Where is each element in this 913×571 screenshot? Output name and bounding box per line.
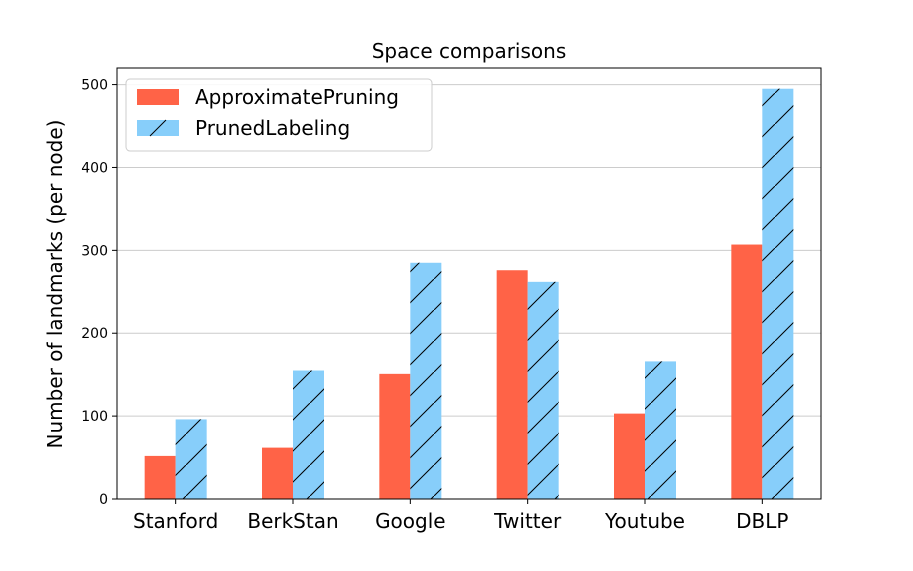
y-tick-label: 400 [81, 160, 108, 176]
x-tick-label-youtube: Youtube [604, 509, 685, 533]
y-tick-label: 500 [81, 78, 108, 94]
legend-swatch-approximatepruning [137, 89, 179, 105]
legend-label-approximatepruning: ApproximatePruning [195, 85, 399, 109]
bars [144, 88, 794, 499]
bar-approximatepruning-google [379, 373, 411, 499]
x-tick-label-berkstan: BerkStan [247, 509, 338, 533]
bar-prunedlabeling-dblp-hatch [762, 88, 794, 499]
bar-prunedlabeling-youtube-hatch [645, 361, 676, 499]
x-tick-label-stanford: Stanford [133, 509, 218, 533]
bar-approximatepruning-dblp [731, 244, 763, 499]
y-axis-label: Number of landmarks (per node) [43, 120, 67, 449]
legend: ApproximatePruning PrunedLabeling [125, 78, 433, 152]
legend-swatch-hatch [149, 119, 167, 137]
y-axis: 0 100 200 300 400 500 [81, 78, 117, 508]
y-tick-label: 100 [81, 409, 108, 425]
x-tick-label-google: Google [375, 509, 446, 533]
x-axis: Stanford BerkStan Google Twitter Youtube DBLP [133, 499, 788, 533]
bar-prunedlabeling-google-hatch [410, 262, 442, 499]
bar-prunedlabeling-stanford-hatch [175, 419, 207, 499]
x-tick-label-twitter: Twitter [493, 509, 562, 533]
legend-box [125, 78, 433, 152]
x-tick-label-dblp: DBLP [736, 509, 788, 533]
bar-prunedlabeling-twitter-hatch [527, 281, 559, 499]
bar-approximatepruning-youtube [614, 413, 645, 499]
bar-prunedlabeling-berkstan-hatch [293, 370, 324, 499]
bar-approximatepruning-stanford [144, 455, 176, 499]
y-tick-label: 300 [81, 243, 108, 259]
bar-approximatepruning-berkstan [262, 447, 293, 499]
chart-title: Space comparisons [372, 39, 567, 63]
bar-approximatepruning-twitter [496, 270, 528, 499]
y-tick-label: 200 [81, 326, 108, 342]
plot-frame [116, 67, 822, 500]
legend-label-prunedlabeling: PrunedLabeling [195, 116, 350, 140]
y-tick-label: 0 [99, 492, 108, 508]
